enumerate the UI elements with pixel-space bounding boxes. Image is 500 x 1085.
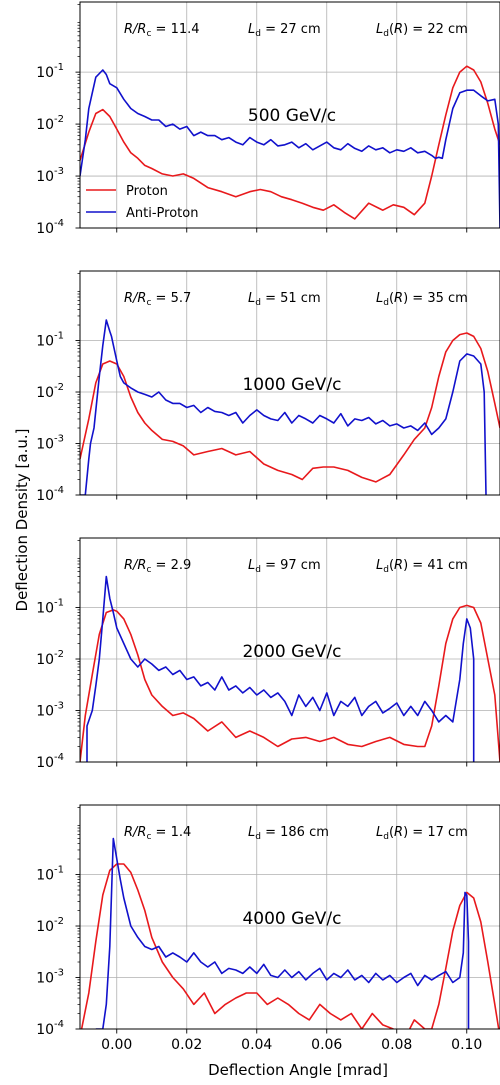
annotation-ld: Ld = 186 cm xyxy=(248,825,329,842)
y-tick-label: 10-1 xyxy=(36,865,64,884)
y-tick-label: 10-4 xyxy=(36,1019,64,1038)
annotation-ld: Ld = 97 cm xyxy=(248,558,321,575)
annotation-ld: Ld = 51 cm xyxy=(248,291,321,308)
panel-title: 4000 GeV/c xyxy=(242,909,341,929)
annotation-ld: Ld = 27 cm xyxy=(248,22,321,39)
antiproton-curve xyxy=(95,837,470,1029)
panel-title: 2000 GeV/c xyxy=(242,642,341,662)
y-tick-label: 10-4 xyxy=(36,218,64,237)
x-tick-label: 0.04 xyxy=(241,1037,272,1053)
legend-antiproton-label: Anti-Proton xyxy=(126,206,198,221)
panel-2: 10-4 10-3 10-2 10-1 R/Rc = 5.7 Ld = 51 cm Ld(R… xyxy=(36,270,500,504)
y-tick-label: 10-1 xyxy=(36,62,64,81)
x-tick-label: 0.08 xyxy=(381,1037,412,1053)
antiproton-curve xyxy=(86,575,475,762)
legend-proton-label: Proton xyxy=(126,184,168,199)
y-tick-label: 10-1 xyxy=(36,598,64,617)
axes-frame xyxy=(79,1,500,229)
y-axis-label: Deflection Density [a.u.] xyxy=(13,429,31,612)
x-axis-label: Deflection Angle [mrad] xyxy=(208,1061,388,1079)
y-tick-label: 10-2 xyxy=(36,114,64,133)
panel-4: 10-4 10-3 10-2 10-1 0.00 0.02 0.04 0.06 0.08 0.10… xyxy=(36,804,500,1053)
annotation-r-rc: R/Rc = 11.4 xyxy=(124,22,200,39)
axes-frame xyxy=(79,270,500,496)
annotation-ld-r: Ld(R) = 35 cm xyxy=(376,291,468,308)
y-tick-label: 10-2 xyxy=(36,916,64,935)
proton-curve xyxy=(80,65,500,220)
x-tick-label: 0.02 xyxy=(171,1037,202,1053)
axes-frame xyxy=(79,804,500,1030)
axes-frame xyxy=(79,537,500,763)
y-tick-label: 10-3 xyxy=(36,968,64,987)
y-tick-label: 10-2 xyxy=(36,649,64,668)
panel-title: 500 GeV/c xyxy=(248,106,336,126)
proton-curve xyxy=(80,604,500,762)
y-tick-label: 10-4 xyxy=(36,752,64,771)
antiproton-curve xyxy=(80,319,487,495)
antiproton-curve xyxy=(80,69,500,228)
y-tick-label: 10-3 xyxy=(36,701,64,720)
y-tick-label: 10-3 xyxy=(36,434,64,453)
y-tick-label: 10-2 xyxy=(36,382,64,401)
x-tick-label: 0.06 xyxy=(311,1037,342,1053)
panel-3: 10-4 10-3 10-2 10-1 R/Rc = 2.9 Ld = 97 cm Ld(R… xyxy=(36,537,500,771)
annotation-ld-r: Ld(R) = 22 cm xyxy=(376,22,468,39)
x-tick-label: 0.00 xyxy=(101,1037,132,1053)
y-tick-label: 10-1 xyxy=(36,331,64,350)
panel-1: 10-4 10-3 10-2 10-1 R/Rc = 11.4 Ld = 27 cm Ld(… xyxy=(36,1,500,237)
annotation-r-rc: R/Rc = 1.4 xyxy=(124,825,191,842)
panel-title: 1000 GeV/c xyxy=(242,375,341,395)
legend: Proton Anti-Proton xyxy=(86,184,198,221)
y-tick-label: 10-4 xyxy=(36,485,64,504)
annotation-r-rc: R/Rc = 2.9 xyxy=(124,558,191,575)
proton-curve xyxy=(80,863,500,1029)
annotation-ld-r: Ld(R) = 41 cm xyxy=(376,558,468,575)
annotation-r-rc: R/Rc = 5.7 xyxy=(124,291,191,308)
annotation-ld-r: Ld(R) = 17 cm xyxy=(376,825,468,842)
proton-curve xyxy=(80,332,500,483)
x-tick-label: 0.10 xyxy=(451,1037,482,1053)
y-tick-label: 10-3 xyxy=(36,166,64,185)
